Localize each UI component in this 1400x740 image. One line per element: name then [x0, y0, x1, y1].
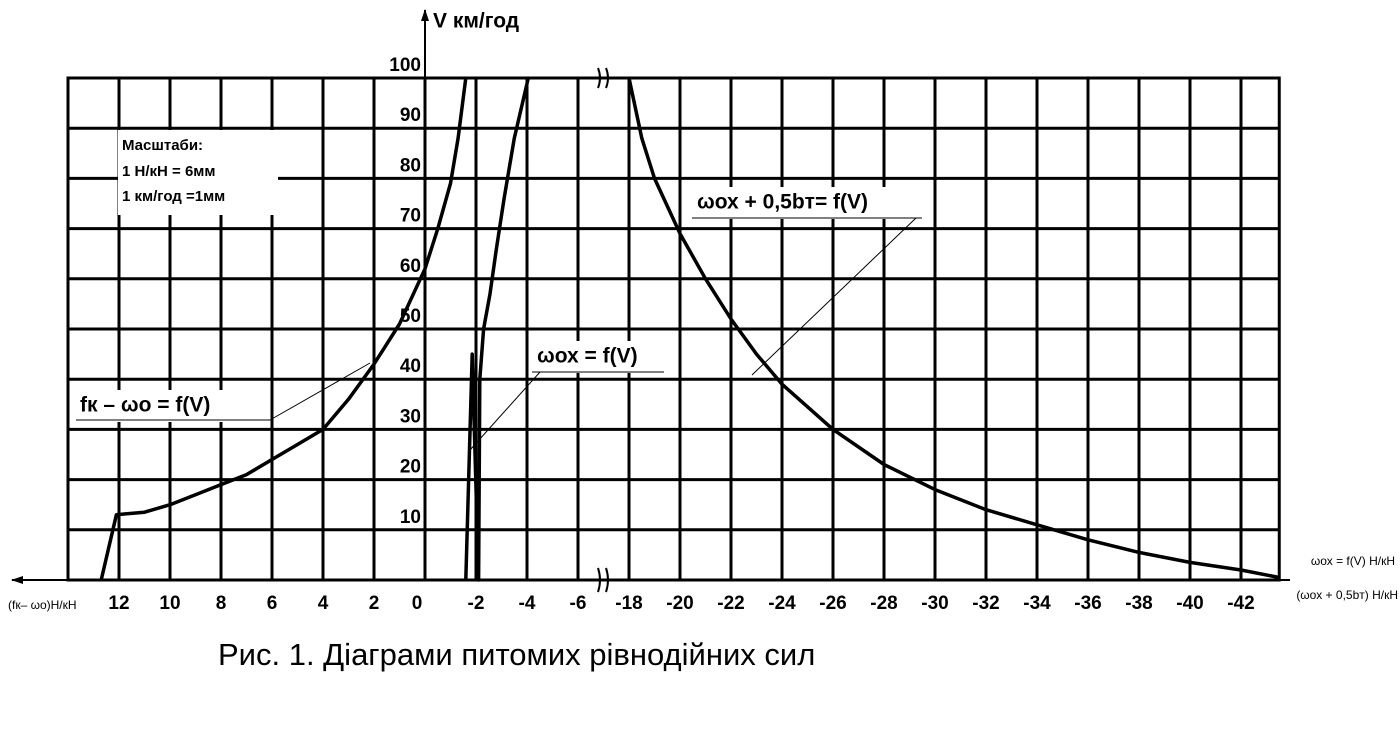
chart-title: Рис. 1. Діаграми питомих рівнодійних сил [218, 637, 815, 672]
y-tick-label: 20 [400, 457, 421, 478]
scale-note: 1 Н/кН = 6мм [122, 163, 215, 180]
y-tick-label: 80 [400, 155, 421, 176]
x-tick-label: -20 [666, 593, 693, 614]
x-tick-label: -42 [1227, 593, 1254, 614]
y-tick-label: 100 [389, 55, 421, 76]
x-tick-label: -38 [1125, 593, 1152, 614]
x-tick-label: -22 [717, 593, 744, 614]
y-tick-label: 30 [400, 406, 421, 427]
y-tick-label: 60 [400, 256, 421, 277]
x-axis-label: ωох = f(V) Н/кН [1311, 554, 1395, 568]
leader-line [269, 362, 371, 421]
axis-break [597, 67, 609, 593]
x-tick-label: -34 [1023, 593, 1051, 614]
x-tick-label: 12 [108, 593, 129, 614]
x-tick-label: -6 [570, 593, 587, 614]
x-tick-label: 4 [318, 593, 329, 614]
y-tick-label: 70 [400, 206, 421, 227]
leader-line [469, 371, 541, 451]
plot-area [99, 77, 1280, 582]
x-tick-label: -36 [1074, 593, 1101, 614]
scale-note: 1 км/год =1мм [122, 188, 225, 205]
y-tick-label: 90 [400, 105, 421, 126]
series-line [99, 77, 468, 581]
label-bg [533, 341, 658, 373]
x-tick-label: -24 [768, 593, 796, 614]
scale-box [118, 130, 278, 215]
series-label: ωох + 0,5bт= f(V) [697, 191, 868, 214]
x-axis-label: (ωох + 0,5bт) Н/кН [1296, 588, 1398, 602]
x-tick-label: -40 [1176, 593, 1203, 614]
x-tick-label: -28 [870, 593, 897, 614]
scale-note: Масштаби: [122, 137, 203, 154]
x-tick-label: 2 [369, 593, 380, 614]
x-tick-label: -4 [519, 593, 536, 614]
x-tick-label: 8 [216, 593, 227, 614]
series-label: ωох = f(V) [537, 345, 638, 368]
x-tick-label: -32 [972, 593, 999, 614]
y-axis-label: V км/год [433, 10, 519, 33]
x-tick-label: 10 [159, 593, 180, 614]
y-tick-label: 10 [400, 507, 421, 528]
y-tick-label: 50 [400, 306, 421, 327]
x-tick-label: -26 [819, 593, 846, 614]
y-tick-label: 40 [400, 356, 421, 377]
label-bg [693, 187, 899, 219]
series-line [627, 77, 1280, 580]
series-line [464, 77, 531, 582]
x-tick-label: -30 [921, 593, 948, 614]
x-tick-label: -2 [468, 593, 485, 614]
x-axis-label: (fк– ωо)Н/кН [8, 598, 77, 612]
x-tick-label: -18 [615, 593, 642, 614]
series-label: fк – ωо = f(V) [80, 394, 210, 417]
label-bg [76, 390, 247, 422]
leader-line [751, 217, 917, 376]
x-tick-label: 0 [412, 593, 423, 614]
x-tick-label: 6 [267, 593, 278, 614]
